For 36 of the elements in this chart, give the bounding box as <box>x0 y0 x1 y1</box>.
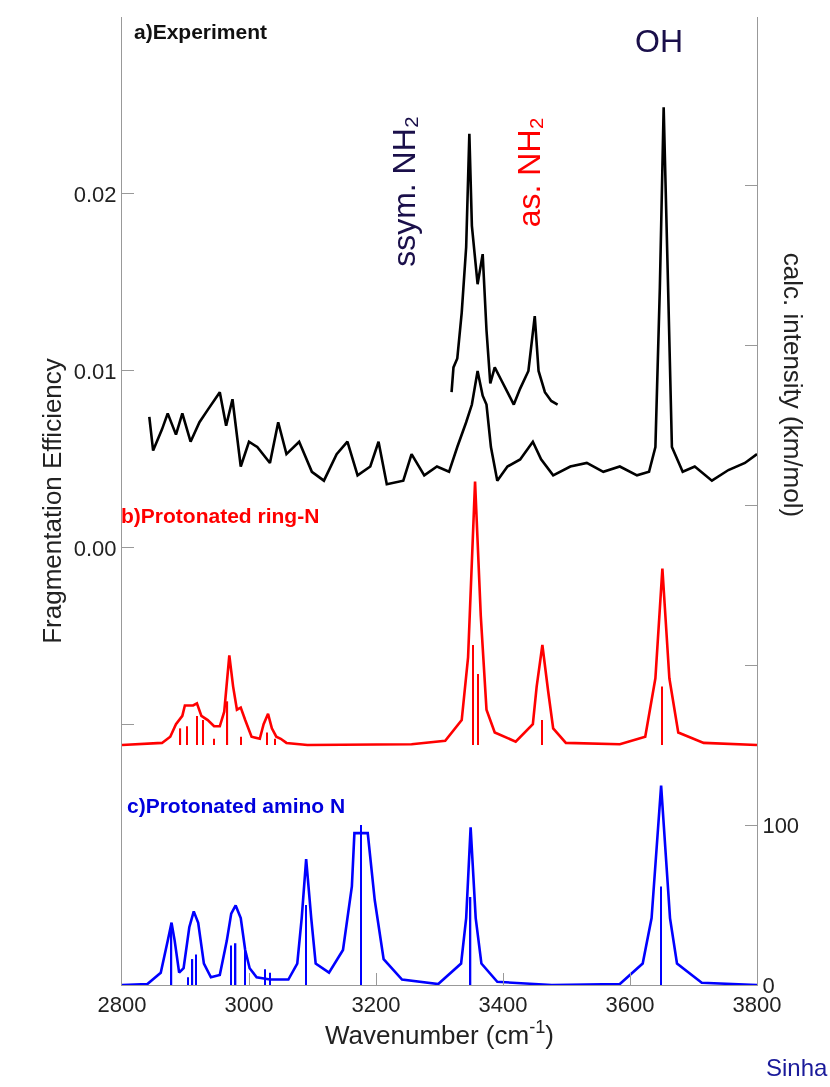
x-tick-label: 3600 <box>605 992 655 1018</box>
bar <box>240 736 242 745</box>
annotation: as. NH₂ <box>510 117 547 228</box>
bar <box>213 738 215 745</box>
bar <box>195 954 197 985</box>
y-tick-label: 0.01 <box>73 358 117 384</box>
text: Sinha <box>766 1054 829 1081</box>
y2-tick-label: 100 <box>762 812 800 838</box>
bar <box>196 715 198 745</box>
bar <box>187 977 189 985</box>
bar <box>230 945 232 985</box>
line-series <box>148 105 757 486</box>
bar <box>477 674 479 745</box>
bar <box>186 726 188 745</box>
y-tick-label: 0.02 <box>73 181 117 207</box>
x-axis-title: Wavenumber (cm$^{-1}$) <box>324 1017 555 1051</box>
y-tick-label: 0.00 <box>73 535 117 561</box>
annotation: a)Experiment <box>134 20 268 43</box>
x-tick-label: 3200 <box>351 992 401 1018</box>
line-series <box>122 480 757 747</box>
bar <box>472 645 474 745</box>
bar <box>266 732 268 745</box>
bar <box>179 728 182 745</box>
y-axis-title: Fragmentation Efficiency <box>37 358 68 644</box>
annotation: b)Protonated ring-N <box>121 504 320 527</box>
bar <box>191 959 194 985</box>
annotation: c)Protonated amino N <box>127 794 346 817</box>
bar <box>660 886 662 985</box>
x-tick-label: 3400 <box>478 992 528 1018</box>
y2-axis-title: calc. intensity (km/mol) <box>777 252 808 518</box>
x-tick-label: 2800 <box>97 992 147 1018</box>
bar <box>541 720 543 745</box>
annotation: ssym. NH₂ <box>386 115 423 267</box>
annotation: OH <box>635 23 683 59</box>
x-tick-label: 3000 <box>224 992 274 1018</box>
bar <box>661 686 663 745</box>
